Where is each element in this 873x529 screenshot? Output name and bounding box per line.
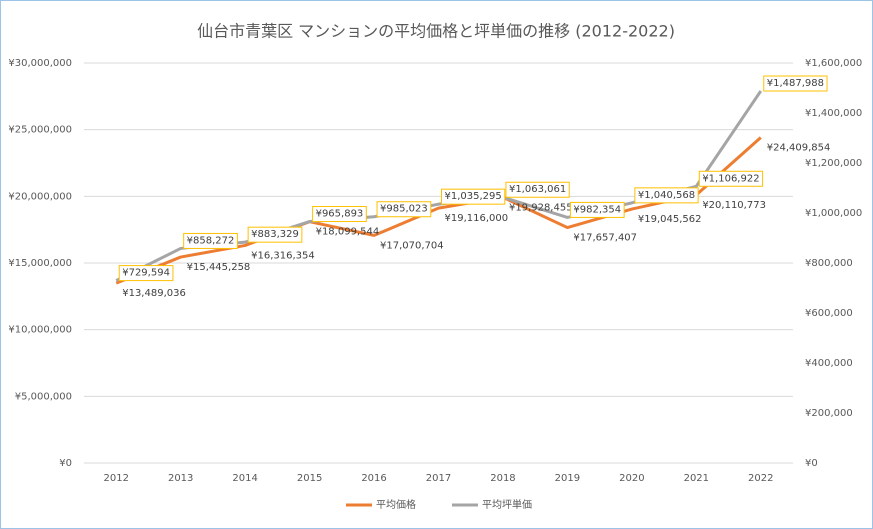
- data-label: ¥982,354: [573, 204, 621, 215]
- data-label-box: [698, 170, 764, 187]
- data-label: ¥13,489,036: [122, 288, 186, 299]
- data-label: ¥729,594: [122, 268, 170, 279]
- data-label: ¥1,035,295: [445, 191, 502, 202]
- y2-tick-label: ¥1,600,000: [805, 58, 862, 69]
- legend-label: 平均価格: [376, 498, 416, 511]
- data-label: ¥19,116,000: [445, 213, 509, 224]
- y2-tick-label: ¥1,000,000: [805, 208, 862, 219]
- data-label: ¥20,110,773: [702, 200, 766, 211]
- data-label: ¥965,893: [316, 209, 364, 220]
- x-tick-label: 2013: [168, 473, 193, 484]
- y-tick-label: ¥20,000,000: [8, 191, 72, 202]
- y-tick-label: ¥5,000,000: [15, 391, 72, 402]
- data-label: ¥24,409,854: [767, 143, 831, 154]
- data-label-box: [118, 265, 174, 282]
- x-tick-label: 2022: [748, 473, 773, 484]
- y-tick-label: ¥15,000,000: [8, 258, 72, 269]
- data-label: ¥16,316,354: [251, 250, 315, 261]
- data-label: ¥17,070,704: [380, 240, 444, 251]
- x-tick-label: 2017: [426, 473, 451, 484]
- data-label-box: [763, 75, 828, 92]
- data-label: ¥18,099,544: [316, 227, 380, 238]
- x-tick-label: 2014: [232, 473, 257, 484]
- data-label-box: [247, 226, 303, 243]
- y2-tick-label: ¥600,000: [805, 308, 853, 319]
- data-label-box: [505, 181, 570, 198]
- data-label-box: [634, 187, 699, 204]
- data-label-box: [183, 232, 238, 249]
- x-tick-label: 2019: [555, 473, 580, 484]
- series-line: [115, 136, 762, 285]
- chart-title: 仙台市青葉区 マンションの平均価格と坪単価の推移 (2012-2022): [197, 22, 675, 41]
- y-tick-label: ¥30,000,000: [8, 58, 72, 69]
- data-label: ¥1,106,922: [702, 173, 759, 184]
- y2-tick-label: ¥200,000: [805, 408, 853, 419]
- data-label: ¥1,487,988: [767, 78, 824, 89]
- x-tick-label: 2021: [684, 473, 709, 484]
- x-tick-label: 2020: [619, 473, 644, 484]
- x-tick-label: 2015: [297, 473, 322, 484]
- data-label: ¥1,040,568: [638, 190, 695, 201]
- legend-label: 平均坪単価: [482, 498, 532, 511]
- data-label-box: [569, 201, 625, 218]
- x-tick-label: 2016: [361, 473, 386, 484]
- data-label: ¥17,657,407: [573, 233, 637, 244]
- data-label: ¥19,045,562: [638, 214, 702, 225]
- y2-tick-label: ¥800,000: [805, 258, 853, 269]
- y2-tick-label: ¥1,400,000: [805, 108, 862, 119]
- y-tick-label: ¥10,000,000: [8, 325, 72, 336]
- data-label: ¥883,329: [251, 229, 299, 240]
- data-label-box: [312, 206, 367, 223]
- data-label: ¥19,928,455: [509, 202, 573, 213]
- y2-tick-label: ¥1,200,000: [805, 158, 862, 169]
- x-tick-label: 2018: [490, 473, 515, 484]
- data-label-box: [376, 201, 432, 218]
- data-label: ¥858,272: [187, 235, 235, 246]
- data-label: ¥15,445,258: [187, 262, 251, 273]
- data-label: ¥985,023: [380, 204, 428, 215]
- y-tick-label: ¥0: [59, 458, 72, 469]
- data-label-box: [441, 188, 506, 205]
- y-tick-label: ¥25,000,000: [8, 125, 72, 136]
- y2-tick-label: ¥400,000: [805, 358, 853, 369]
- x-tick-label: 2012: [104, 473, 129, 484]
- y2-tick-label: ¥0: [805, 458, 818, 469]
- data-label: ¥1,063,061: [509, 184, 566, 195]
